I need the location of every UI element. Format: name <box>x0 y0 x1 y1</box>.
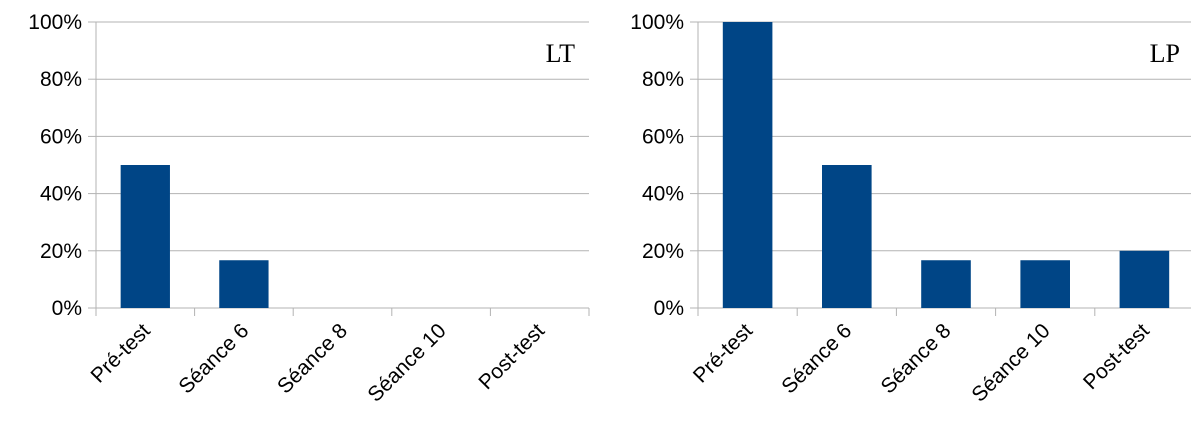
bar-s-ance-6 <box>219 260 269 308</box>
y-tick-label: 80% <box>40 68 82 91</box>
y-tick-label: 20% <box>642 240 684 263</box>
x-tick-label: Séance 10 <box>363 319 450 406</box>
x-tick-label: Post-test <box>1079 319 1154 394</box>
bar-s-ance-10 <box>1020 260 1070 308</box>
bar-pr-test <box>722 22 773 308</box>
x-tick-label: Séance 8 <box>877 319 956 398</box>
bar-s-ance-8 <box>921 260 971 308</box>
y-tick-label: 0% <box>654 297 684 320</box>
x-tick-label: Séance 6 <box>174 319 253 398</box>
bar-pr-test <box>120 165 170 308</box>
y-tick-label: 100% <box>28 11 82 34</box>
x-tick-label: Post-test <box>474 319 549 394</box>
x-tick-label: Séance 10 <box>967 319 1054 406</box>
x-tick-label: Séance 8 <box>273 319 352 398</box>
chart-panel-2: 0% 20% 40% 60% 80% 100% Pré-test Séance 6 Séance… <box>630 11 1191 407</box>
y-tick-label: 40% <box>40 183 82 206</box>
x-tick-label: Pré-test <box>689 319 757 387</box>
panel-label: LT <box>546 39 575 68</box>
panel-label: LP <box>1150 39 1180 68</box>
bar-post-test <box>1119 250 1170 308</box>
chart-panel-1: 0% 20% 40% 60% 80% 100% Pré-test Séance 6 Séance… <box>28 11 590 407</box>
y-tick-label: 40% <box>642 183 684 206</box>
y-tick-label: 60% <box>40 125 82 148</box>
y-tick-label: 80% <box>642 68 684 91</box>
y-tick-label: 100% <box>630 11 684 34</box>
y-tick-label: 20% <box>40 240 82 263</box>
x-tick-label: Séance 6 <box>777 319 856 398</box>
y-tick-label: 60% <box>642 125 684 148</box>
y-tick-label: 0% <box>52 297 82 320</box>
x-tick-label: Pré-test <box>87 319 155 387</box>
bar-s-ance-6 <box>822 165 872 308</box>
